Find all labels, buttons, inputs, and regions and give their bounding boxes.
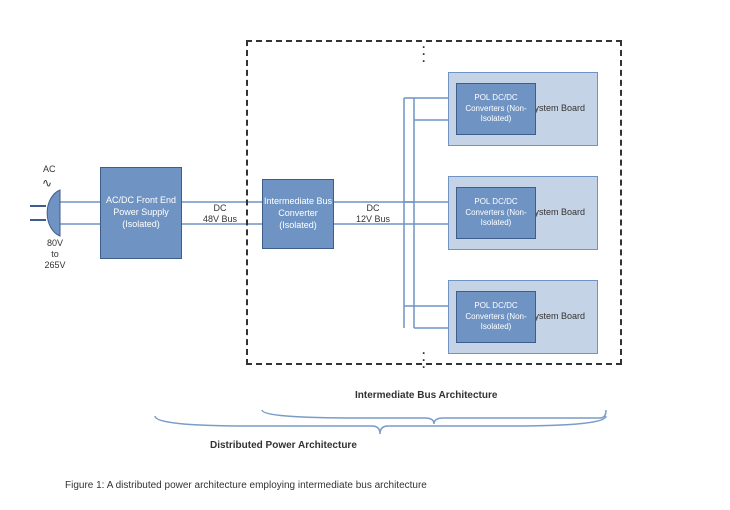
iba-label: Intermediate Bus Architecture [355, 390, 497, 402]
pol-block-1: POL DC/DC Converters (Non-Isolated) [456, 83, 536, 135]
pol-block-3: POL DC/DC Converters (Non-Isolated) [456, 291, 536, 343]
system-board-3-label: System Board [528, 311, 585, 323]
system-board-1-label: System Board [528, 103, 585, 115]
pol-block-2: POL DC/DC Converters (Non-Isolated) [456, 187, 536, 239]
bus-48v-label: DC 48V Bus [195, 203, 245, 225]
system-board-2-label: System Board [528, 207, 585, 219]
ac-top-label: AC [43, 164, 56, 175]
figure-caption: Figure 1: A distributed power architectu… [65, 480, 427, 492]
bus-12v-label: DC 12V Bus [348, 203, 398, 225]
ellipsis-top: ··· [422, 44, 427, 66]
diagram-canvas: AC ∿ 80V to 265V AC/DC Front End Power S… [0, 0, 730, 510]
ac-voltage-label: 80V to 265V [40, 238, 70, 270]
ellipsis-bottom: ··· [422, 350, 427, 372]
ibc-block: Intermediate Bus Converter (Isolated) [262, 179, 334, 249]
acdc-block: AC/DC Front End Power Supply (Isolated) [100, 167, 182, 259]
ac-sine-icon: ∿ [42, 176, 52, 190]
dpa-label: Distributed Power Architecture [210, 440, 357, 452]
